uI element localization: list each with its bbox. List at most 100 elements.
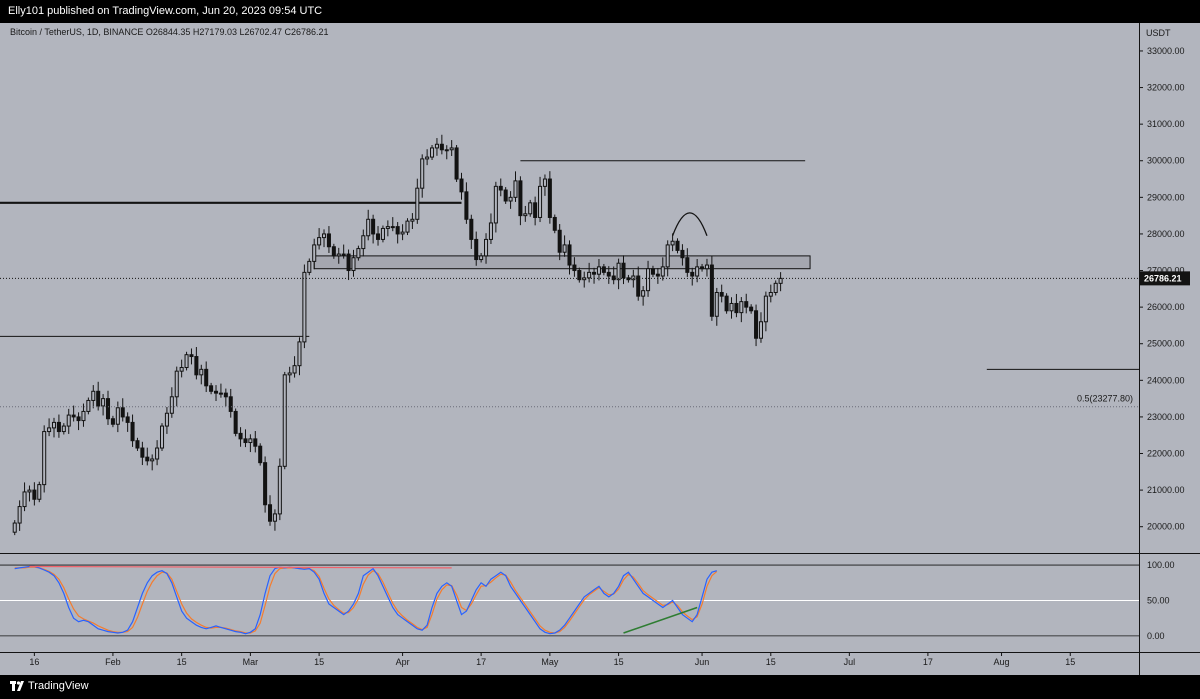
candle[interactable]	[749, 304, 754, 314]
candle[interactable]	[27, 485, 32, 502]
candle[interactable]	[469, 214, 474, 249]
candle[interactable]	[513, 171, 518, 202]
candle[interactable]	[410, 213, 415, 229]
candle[interactable]	[110, 415, 115, 428]
candle[interactable]	[194, 347, 199, 380]
candle[interactable]	[312, 238, 317, 270]
candle[interactable]	[105, 390, 111, 425]
candle[interactable]	[263, 456, 268, 513]
candle[interactable]	[130, 414, 135, 447]
candle[interactable]	[204, 361, 209, 393]
stoch-rsi-pane[interactable]: 100.00 50.00 0.00	[0, 560, 1175, 641]
candle[interactable]	[155, 440, 160, 466]
candle[interactable]	[326, 226, 331, 253]
candle[interactable]	[714, 287, 719, 326]
candle[interactable]	[685, 248, 690, 277]
candle[interactable]	[42, 425, 47, 493]
candle[interactable]	[272, 509, 277, 531]
candle[interactable]	[670, 233, 675, 252]
candle[interactable]	[223, 388, 228, 407]
candle[interactable]	[253, 431, 258, 453]
candle[interactable]	[218, 383, 223, 398]
candle[interactable]	[587, 262, 592, 283]
candle[interactable]	[464, 182, 469, 224]
candle[interactable]	[754, 304, 759, 347]
candle[interactable]	[61, 423, 66, 435]
candle[interactable]	[361, 229, 366, 257]
candle[interactable]	[518, 176, 523, 226]
candle[interactable]	[459, 172, 464, 200]
candle[interactable]	[71, 405, 76, 422]
candle[interactable]	[331, 243, 336, 259]
candle[interactable]	[621, 255, 626, 285]
candle[interactable]	[700, 263, 705, 272]
candle[interactable]	[356, 245, 361, 261]
candle[interactable]	[47, 418, 52, 437]
candle[interactable]	[434, 138, 439, 156]
time-axis[interactable]: 16 Feb 15 Mar 15 Apr 17 May 15 Jun 15 Jul 17 Aug 15	[29, 653, 1075, 667]
candle[interactable]	[636, 266, 641, 301]
candle[interactable]	[425, 149, 430, 166]
candle[interactable]	[567, 240, 572, 275]
candle[interactable]	[503, 187, 508, 204]
candle[interactable]	[626, 274, 631, 283]
candle[interactable]	[454, 145, 459, 182]
candle[interactable]	[415, 178, 420, 224]
bearish-divergence-line[interactable]	[29, 565, 452, 569]
candle[interactable]	[552, 214, 557, 234]
candle[interactable]	[366, 209, 371, 241]
candle[interactable]	[744, 293, 749, 314]
candle[interactable]	[680, 244, 685, 266]
bullish-divergence-line[interactable]	[623, 606, 698, 634]
candle[interactable]	[739, 297, 744, 323]
candle[interactable]	[258, 443, 263, 466]
candle[interactable]	[351, 249, 356, 277]
candle[interactable]	[523, 205, 528, 222]
candle[interactable]	[763, 291, 768, 332]
candle[interactable]	[17, 500, 22, 531]
candle[interactable]	[439, 134, 444, 155]
supply-zone[interactable]	[313, 255, 811, 270]
candle[interactable]	[184, 351, 189, 371]
symbol-legend[interactable]: Bitcoin / TetherUS, 1D, BINANCE O26844.3…	[10, 27, 329, 37]
candle[interactable]	[557, 224, 562, 261]
candle[interactable]	[86, 397, 91, 415]
candle[interactable]	[542, 174, 547, 196]
candle[interactable]	[322, 229, 327, 248]
candle[interactable]	[528, 199, 533, 217]
candle[interactable]	[493, 181, 498, 233]
candle[interactable]	[420, 154, 425, 198]
candle[interactable]	[91, 385, 96, 409]
candle[interactable]	[385, 220, 390, 237]
candle[interactable]	[538, 176, 543, 223]
candle[interactable]	[150, 454, 155, 471]
price-axis[interactable]: 33000.00 32000.00 31000.00 30000.00 29000.00…	[1140, 46, 1185, 532]
candle[interactable]	[572, 257, 577, 277]
candle[interactable]	[248, 434, 253, 453]
candle[interactable]	[390, 217, 395, 232]
candle[interactable]	[729, 297, 734, 319]
candle[interactable]	[479, 252, 484, 263]
candle[interactable]	[592, 267, 597, 284]
candle[interactable]	[346, 249, 351, 281]
candle[interactable]	[145, 447, 150, 466]
candle[interactable]	[665, 240, 670, 277]
candle[interactable]	[213, 385, 219, 401]
candle[interactable]	[292, 356, 297, 378]
candle[interactable]	[32, 482, 37, 506]
candle[interactable]	[228, 388, 233, 418]
candle[interactable]	[189, 348, 194, 365]
candle[interactable]	[199, 364, 204, 385]
candle[interactable]	[690, 267, 695, 286]
candle[interactable]	[164, 407, 169, 434]
candle[interactable]	[616, 258, 621, 290]
candle[interactable]	[430, 145, 435, 161]
candle[interactable]	[302, 264, 307, 349]
candle[interactable]	[606, 266, 611, 284]
candle[interactable]	[380, 225, 385, 243]
candle[interactable]	[81, 403, 86, 427]
candle[interactable]	[444, 145, 449, 160]
candle[interactable]	[758, 312, 763, 343]
candle[interactable]	[307, 258, 312, 276]
candle[interactable]	[125, 412, 130, 432]
